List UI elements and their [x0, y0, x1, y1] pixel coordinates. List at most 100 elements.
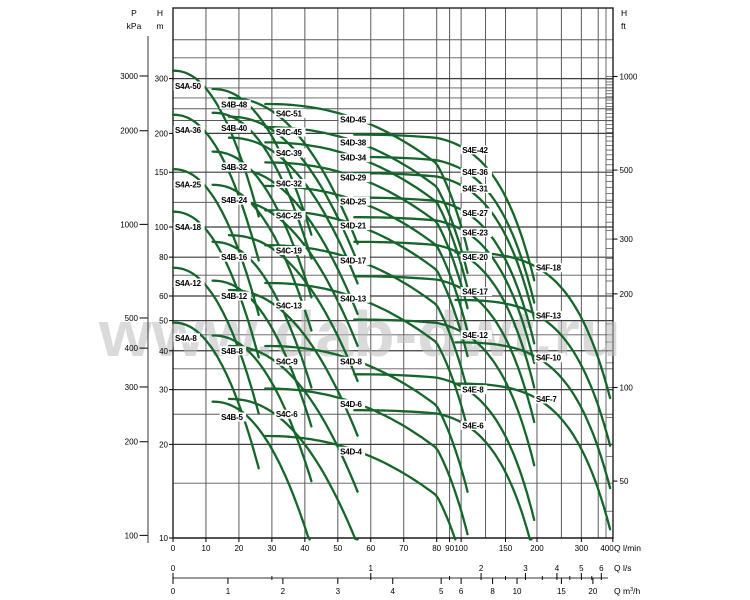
- curve-label-S4B-5: S4B-5: [221, 413, 243, 422]
- curve-label-S4D-25: S4D-25: [340, 197, 367, 206]
- head-ft-tick-label: 300: [620, 235, 634, 244]
- curve-label-S4D-8: S4D-8: [340, 357, 362, 366]
- flow-lmin-tick-label: 50: [333, 544, 342, 553]
- head-m-tick-label: 20: [159, 440, 168, 449]
- curve-label-S4B-24: S4B-24: [221, 196, 248, 205]
- head-ft-axis-unit: ft: [621, 21, 626, 31]
- pump-curve-S4E-12: [353, 318, 536, 467]
- curve-label-S4B-12: S4B-12: [221, 292, 248, 301]
- curve-label-bg: [534, 263, 566, 273]
- head-m-tick-label: 200: [155, 129, 169, 138]
- curve-label-bg: [219, 195, 251, 205]
- curve-label-bg: [338, 196, 370, 206]
- pressure-tick-label: 3000: [120, 72, 138, 81]
- curve-label-bg: [460, 208, 492, 218]
- head-ft-tick-label: 100: [620, 383, 634, 392]
- head-ft-tick-label: 500: [620, 166, 634, 175]
- flow-lmin-tick-label: 80: [432, 544, 441, 553]
- flow-ls-tick-label: 3: [523, 564, 528, 573]
- pressure-tick-label: 2000: [120, 127, 138, 136]
- curve-label-S4D-21: S4D-21: [340, 222, 367, 231]
- curve-label-bg: [219, 162, 251, 172]
- curve-label-bg: [460, 252, 492, 262]
- curve-label-S4D-13: S4D-13: [340, 294, 367, 303]
- flow-m3h-tick-label: 8: [490, 587, 495, 596]
- curve-label-bg: [173, 81, 205, 91]
- flow-ls-tick-label: 2: [479, 564, 484, 573]
- flow-m3h-tick-label: 1: [226, 587, 231, 596]
- curve-label-S4F-13: S4F-13: [536, 311, 562, 320]
- curve-label-bg: [173, 179, 205, 189]
- pump-curve-S4C-19: [227, 234, 359, 383]
- curve-label-S4D-34: S4D-34: [340, 154, 367, 163]
- flow-m3h-tick-label: 15: [557, 587, 566, 596]
- curve-label-S4D-45: S4D-45: [340, 115, 367, 124]
- curve-label-S4A-8: S4A-8: [175, 334, 197, 343]
- head-m-tick-label: 300: [155, 75, 169, 84]
- flow-lmin-tick-label: 90: [445, 544, 454, 553]
- pump-curve-S4E-6: [353, 409, 533, 541]
- curve-label-S4C-51: S4C-51: [276, 109, 303, 118]
- curve-label-S4F-10: S4F-10: [536, 354, 562, 363]
- flow-ls-tick-label: 4: [555, 564, 560, 573]
- pump-curve-S4F-7: [454, 382, 612, 531]
- curve-label-bg: [219, 291, 251, 301]
- curve-label-S4D-4: S4D-4: [340, 447, 362, 456]
- head-m-tick-label: 150: [155, 168, 169, 177]
- pump-curve-S4C-6: [227, 397, 359, 541]
- curve-label-bg: [338, 137, 370, 147]
- pump-curve-S4D-8: [264, 344, 469, 493]
- curve-label-S4B-16: S4B-16: [221, 253, 248, 262]
- flow-m3h-unit-label: Q m3/h: [614, 586, 640, 596]
- curve-label-bg: [173, 333, 200, 343]
- curve-label-bg: [338, 153, 370, 163]
- pump-curve-S4C-45: [227, 115, 359, 264]
- pump-curve-S4F-18: [454, 251, 612, 400]
- curve-label-S4A-12: S4A-12: [175, 279, 202, 288]
- curve-label-bg: [274, 127, 306, 137]
- curve-label-bg: [173, 278, 205, 288]
- head-ft-tick-label: 50: [620, 477, 629, 486]
- flow-lmin-axis: 0 10 20 30 40 50 60 70 80 90 100 150 200 300 400 Q l/mi…: [171, 538, 641, 553]
- pressure-axis-unit: kPa: [127, 21, 142, 31]
- curve-label-S4C-13: S4C-13: [276, 301, 303, 310]
- curve-label-S4B-32: S4B-32: [221, 163, 248, 172]
- flow-m3h-tick-label: 0: [171, 587, 176, 596]
- curve-label-bg: [219, 346, 247, 356]
- flow-m3h-tick-label: 5: [439, 587, 444, 596]
- curve-label-bg: [338, 399, 366, 409]
- curve-label-S4A-25: S4A-25: [175, 180, 202, 189]
- flow-secondary-ruler: 0 1 2 3 4 5 6 Q l/s 0 1 2 3 4 5 6 8 10 15 20 Q m3/h: [171, 563, 641, 596]
- curve-label-S4D-17: S4D-17: [340, 257, 367, 266]
- pump-curve-S4E-31: [353, 172, 536, 321]
- pump-curve-S4B-5: [211, 400, 311, 541]
- pressure-axis-title: P: [131, 8, 137, 18]
- curve-label-bg: [534, 394, 561, 404]
- curve-label-S4A-50: S4A-50: [175, 82, 202, 91]
- pressure-tick-label: 200: [125, 438, 139, 447]
- pump-curve-S4E-23: [353, 216, 536, 365]
- flow-m3h-tick-label: 6: [459, 587, 464, 596]
- curve-labels: S4A-50 S4A-36 S4A-25 S4A-18 S4A-12 S4A-8 S4B-4…: [173, 81, 566, 456]
- curve-label-bg: [338, 114, 370, 124]
- flow-ls-tick-label: 1: [369, 564, 374, 573]
- flow-lmin-tick-label: 400: [600, 544, 614, 553]
- curve-label-bg: [534, 353, 566, 363]
- curve-label-S4B-48: S4B-48: [221, 100, 248, 109]
- curve-label-S4C-45: S4C-45: [276, 128, 303, 137]
- curve-label-S4A-18: S4A-18: [175, 223, 202, 232]
- head-ft-tick-label: 1000: [620, 72, 638, 81]
- curve-label-bg: [274, 148, 306, 158]
- curve-label-bg: [338, 221, 370, 231]
- flow-lmin-tick-label: 300: [575, 544, 589, 553]
- flow-lmin-tick-label: 20: [234, 544, 243, 553]
- pump-curve-S4D-6: [264, 387, 469, 536]
- head-m-axis-unit: m: [156, 21, 163, 31]
- pump-curve-S4D-4: [264, 434, 457, 541]
- head-m-tick-label: 80: [159, 253, 168, 262]
- curve-label-bg: [219, 123, 251, 133]
- curve-label-bg: [460, 228, 492, 238]
- ft-ruler-strip: [605, 8, 613, 538]
- pressure-tick-label: 1000: [120, 220, 138, 229]
- curve-label-bg: [274, 300, 306, 310]
